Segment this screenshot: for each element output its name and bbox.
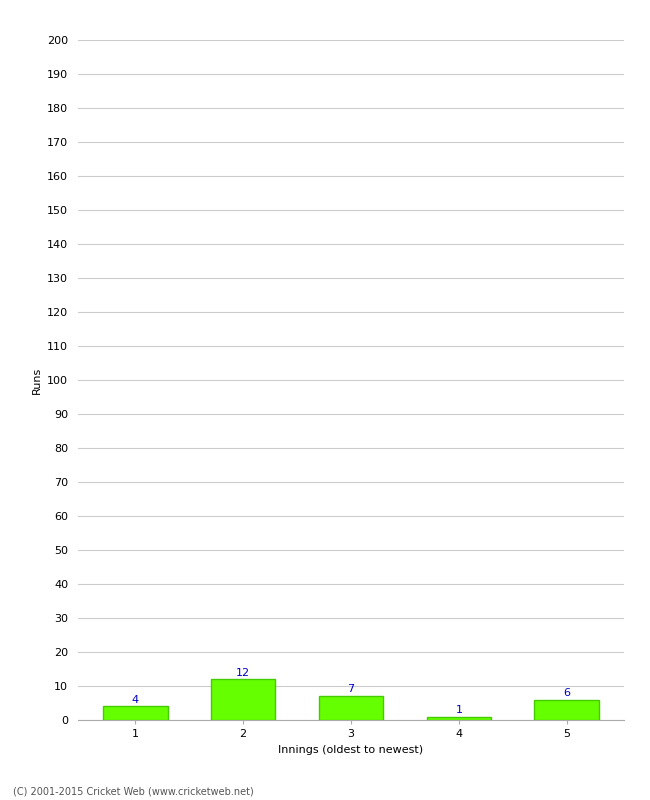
Bar (103, 706, 168, 720)
Text: 7: 7 (348, 685, 354, 694)
Bar (318, 696, 384, 720)
Text: 4: 4 (132, 694, 138, 705)
X-axis label: Innings (oldest to newest): Innings (oldest to newest) (278, 745, 424, 754)
Y-axis label: Runs: Runs (32, 366, 42, 394)
Bar (211, 679, 276, 720)
Bar (426, 717, 491, 720)
Text: (C) 2001-2015 Cricket Web (www.cricketweb.net): (C) 2001-2015 Cricket Web (www.cricketwe… (13, 786, 254, 796)
Text: 6: 6 (564, 688, 570, 698)
Text: 12: 12 (236, 667, 250, 678)
Bar (534, 699, 599, 720)
Text: 1: 1 (456, 705, 462, 715)
